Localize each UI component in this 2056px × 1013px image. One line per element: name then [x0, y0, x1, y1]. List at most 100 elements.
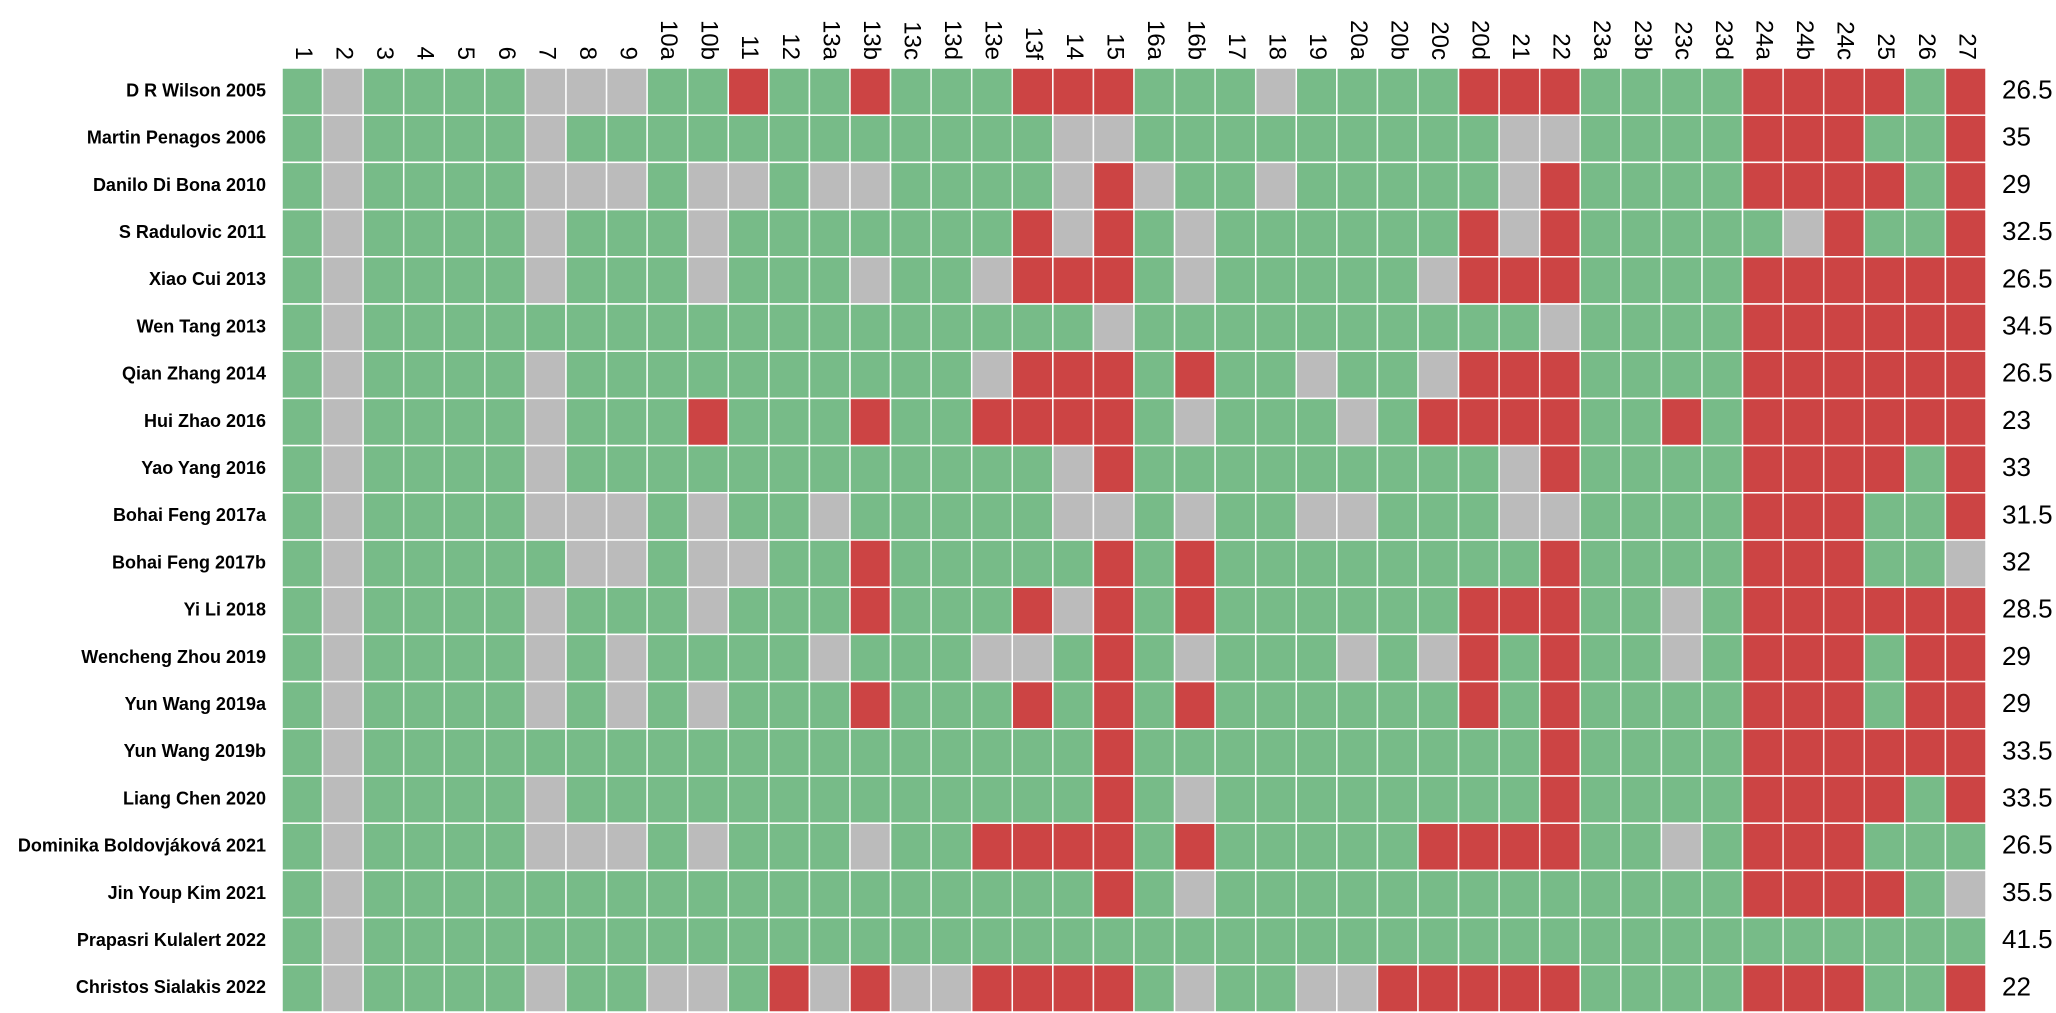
cell [565, 67, 608, 116]
cell [1904, 822, 1947, 872]
cell [402, 728, 446, 777]
cell [1295, 633, 1338, 683]
cell [1011, 586, 1054, 636]
cell [362, 916, 405, 966]
cell [768, 680, 811, 730]
cell [808, 822, 851, 872]
cell [524, 492, 567, 541]
cell [281, 822, 324, 872]
cell [646, 161, 689, 211]
cell [686, 114, 730, 164]
cell [930, 114, 973, 164]
cell [646, 208, 689, 258]
cell [1254, 822, 1298, 872]
cell [565, 728, 608, 777]
cell [727, 916, 770, 966]
cell [1782, 680, 1825, 730]
cell [1782, 775, 1825, 824]
cell [1579, 633, 1622, 683]
cell [1417, 680, 1460, 730]
cell [1620, 67, 1663, 116]
cell [1092, 161, 1135, 211]
cell [1011, 444, 1054, 494]
cell [808, 303, 851, 352]
column-label: 5 [452, 47, 479, 60]
cell [281, 67, 324, 116]
cell [605, 822, 648, 872]
cell [1052, 256, 1095, 305]
cell [727, 822, 770, 872]
cell [1092, 775, 1135, 824]
cell [1457, 869, 1500, 919]
cell [1052, 633, 1095, 683]
cell [768, 775, 811, 824]
cell [808, 114, 851, 164]
cell [1741, 208, 1784, 258]
cell [849, 586, 892, 636]
cell [849, 964, 892, 1013]
cell [1376, 680, 1419, 730]
cell [1538, 444, 1582, 494]
cell [484, 397, 527, 447]
cell [1701, 822, 1744, 872]
column-label: 4 [412, 47, 439, 60]
cell [321, 303, 364, 352]
cell [1133, 492, 1176, 541]
cell [1822, 916, 1866, 966]
cell [1336, 256, 1379, 305]
cell [565, 114, 608, 164]
cell [1538, 539, 1582, 588]
cell [1417, 775, 1460, 824]
cell [1822, 775, 1866, 824]
cell [768, 822, 811, 872]
cell [524, 586, 567, 636]
row-label: Danilo Di Bona 2010 [93, 175, 266, 195]
cell [1457, 916, 1500, 966]
cell [889, 916, 932, 966]
score: 33 [2002, 452, 2031, 482]
column-label: 15 [1101, 33, 1128, 60]
cell [727, 633, 770, 683]
cell [1944, 256, 1987, 305]
row-label: D R Wilson 2005 [126, 80, 266, 100]
cell [1538, 161, 1582, 211]
cell [970, 67, 1014, 116]
cell [1620, 444, 1663, 494]
cell [1863, 397, 1906, 447]
cell [1011, 728, 1054, 777]
cell [1133, 256, 1176, 305]
cell [362, 492, 405, 541]
column-label: 20d [1467, 20, 1494, 60]
column-label: 19 [1304, 33, 1331, 60]
cell [646, 444, 689, 494]
cell [1417, 303, 1460, 352]
cell [1579, 822, 1622, 872]
cell [1092, 303, 1135, 352]
cell [849, 633, 892, 683]
cell [1011, 303, 1054, 352]
score: 23 [2002, 405, 2031, 435]
cell [970, 633, 1014, 683]
cell [524, 350, 567, 400]
cell [1133, 539, 1176, 588]
cell [362, 964, 405, 1013]
cell [524, 916, 567, 966]
cell [1295, 869, 1338, 919]
cell [281, 397, 324, 447]
cell [1701, 633, 1744, 683]
cell [1822, 350, 1866, 400]
cell [1620, 775, 1663, 824]
column-label: 13c [899, 21, 926, 60]
cell [727, 492, 770, 541]
cell [970, 586, 1014, 636]
cell [1457, 208, 1500, 258]
cell [1133, 869, 1176, 919]
row-label: Jin Youp Kim 2021 [108, 883, 266, 903]
row-label: Prapasri Kulalert 2022 [77, 930, 266, 950]
cell [1660, 303, 1703, 352]
cell [484, 444, 527, 494]
cell [1133, 680, 1176, 730]
cell [1052, 161, 1095, 211]
cell [1538, 869, 1582, 919]
column-label: 3 [371, 47, 398, 60]
